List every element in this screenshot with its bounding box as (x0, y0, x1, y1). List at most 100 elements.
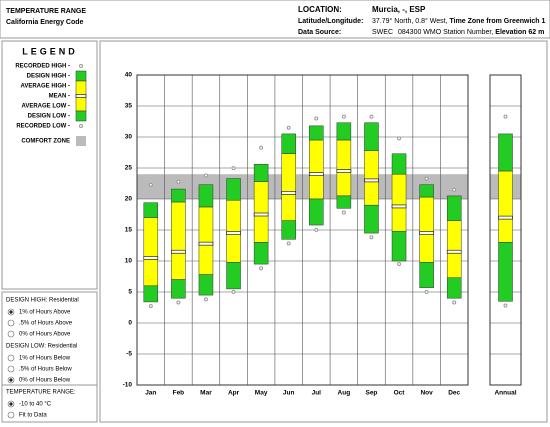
design-bar (253, 164, 269, 182)
design-bar (226, 261, 241, 290)
design-bar (143, 202, 159, 218)
legend-label: AVERAGE HIGH - (20, 84, 70, 90)
mean-line (281, 191, 297, 195)
x-tick-label: Apr (228, 390, 240, 397)
elevation: Elevation 62 m (495, 29, 544, 36)
design-bar (226, 178, 241, 201)
x-tick-label: Feb (173, 390, 185, 397)
mean-line (419, 231, 434, 235)
station: 084300 WMO Station Number, Elevation 62 … (398, 29, 544, 36)
recorded-dot (176, 179, 181, 184)
legend-mean (75, 94, 87, 98)
recorded-dot (259, 145, 264, 150)
legend-label: MEAN - (49, 94, 70, 100)
timezone: Time Zone from Greenwich 1 (449, 18, 545, 25)
control-label: TEMPERATURE RANGE: (6, 390, 76, 396)
recorded-dot (424, 176, 429, 181)
x-tick-label: Jul (312, 390, 322, 397)
design-bar (498, 242, 513, 302)
recorded-dot (341, 114, 346, 119)
design-bar (336, 195, 352, 209)
legend-label: DESIGN HIGH - (27, 74, 70, 80)
radio-button[interactable] (7, 354, 15, 362)
radio-label[interactable]: .5% of Hours Above (19, 321, 73, 327)
y-tick-label: 5 (128, 289, 132, 296)
radio-button[interactable] (7, 411, 15, 419)
subtitle: California Energy Code (6, 19, 84, 26)
x-tick-label: May (255, 390, 268, 397)
legend-label: COMFORT ZONE (21, 139, 70, 145)
recorded-dot (369, 114, 374, 119)
average-bar (391, 173, 407, 232)
recorded-dot (503, 303, 508, 308)
mean-line (336, 169, 352, 173)
design-bar (143, 285, 159, 303)
design-bar (364, 204, 379, 234)
controls-panel (1, 291, 98, 423)
radio-label[interactable]: 1% of Hours Above (19, 310, 71, 316)
design-bar (419, 261, 434, 288)
design-bar (336, 122, 352, 141)
radio-label[interactable]: -10 to 40 °C (19, 402, 52, 408)
design-bar (171, 188, 186, 203)
x-tick-label: Jun (283, 390, 295, 397)
radio-label[interactable]: 0% of Hours Above (19, 332, 71, 338)
average-bar (281, 153, 296, 221)
recorded-dot (397, 262, 402, 266)
legend-swatch (75, 70, 87, 82)
station-value: 084300 WMO Station Number, (398, 29, 493, 36)
y-tick-label: -10 (123, 382, 133, 389)
average-bar (364, 150, 379, 206)
design-bar (309, 198, 324, 226)
recorded-dot (148, 182, 153, 187)
legend-swatch (75, 110, 87, 122)
recorded-dot (231, 289, 236, 294)
location-label: LOCATION: (298, 5, 342, 14)
radio-label[interactable]: .5% of Hours Below (19, 367, 72, 373)
average-bar (226, 199, 241, 263)
y-tick-label: 20 (125, 196, 133, 203)
radio-button[interactable] (7, 330, 15, 338)
recorded-dot (424, 289, 429, 294)
radio-button[interactable] (7, 319, 15, 327)
radio-label[interactable]: 1% of Hours Below (19, 356, 71, 362)
recorded-dot (286, 125, 291, 130)
radio-label[interactable]: Fit to Data (19, 413, 47, 419)
mean-line (143, 256, 159, 260)
radio-dot (9, 402, 13, 406)
average-bar (253, 181, 269, 243)
mean-line (226, 231, 241, 235)
latlon-value: 37.79° North, 0.8° West, (372, 17, 448, 25)
radio-label[interactable]: 0% of Hours Below (19, 378, 71, 384)
design-bar (198, 184, 214, 208)
design-bar (446, 195, 462, 221)
recorded-dot (231, 166, 236, 171)
legend-swatch (76, 136, 86, 146)
x-tick-label: Annual (494, 390, 516, 397)
control-label: DESIGN LOW: Residential (6, 344, 77, 350)
radio-button[interactable] (7, 365, 15, 373)
average-bar (498, 170, 513, 243)
mean-line (498, 215, 513, 220)
y-tick-label: 30 (125, 134, 133, 141)
header-panel (0, 0, 550, 39)
recorded-dot (148, 304, 153, 309)
design-bar (419, 184, 434, 198)
y-tick-label: 40 (125, 72, 133, 79)
legend-dot (79, 124, 83, 128)
mean-line (364, 178, 379, 183)
legend-label: RECORDED HIGH - (15, 64, 70, 70)
recorded-dot (452, 187, 457, 192)
mean-line (198, 241, 214, 246)
title: TEMPERATURE RANGE (6, 8, 86, 15)
source-label: Data Source: (298, 29, 341, 36)
recorded-dot (341, 210, 346, 215)
average-bar (419, 196, 434, 263)
mean-line (253, 212, 269, 217)
average-bar (446, 220, 462, 278)
recorded-dot (203, 173, 208, 178)
legend-title: LEGEND (22, 46, 78, 56)
control-label: DESIGN HIGH: Residential (6, 298, 79, 304)
x-tick-label: Aug (338, 390, 351, 397)
